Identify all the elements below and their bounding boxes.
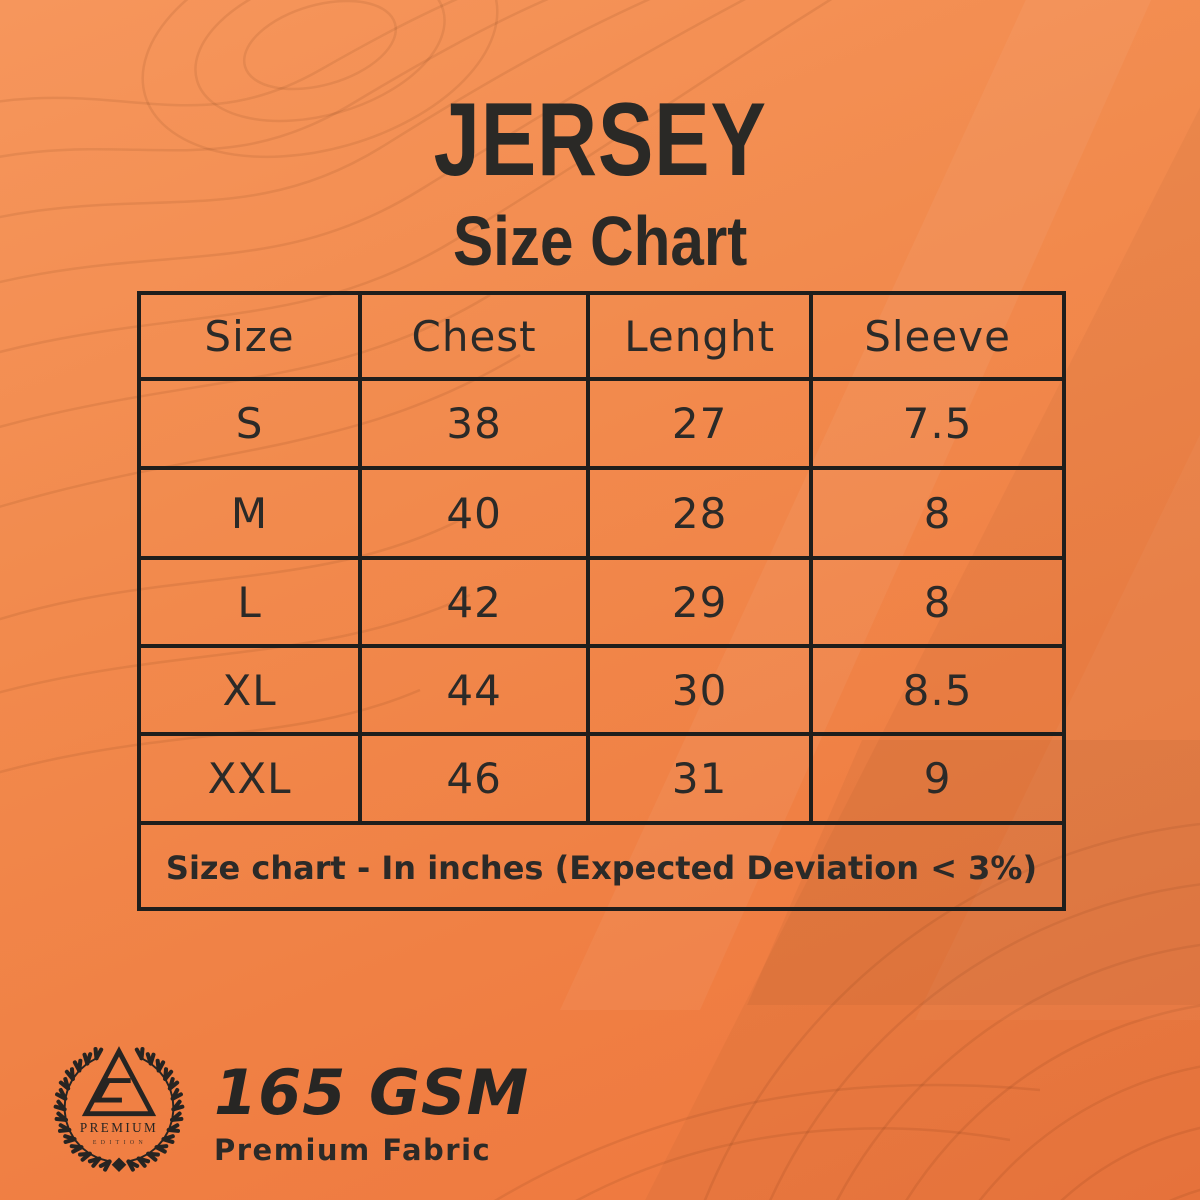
table-note: Size chart - In inches (Expected Deviati… xyxy=(165,849,1038,887)
table-cell: 31 xyxy=(590,736,814,825)
table-cell: 9 xyxy=(813,736,1062,825)
diamond-icon xyxy=(111,1157,127,1173)
table-cell: L xyxy=(141,560,363,648)
fabric-weight: 165 GSM xyxy=(214,1056,530,1129)
table-cell: XXL xyxy=(141,736,363,825)
table-cell: 44 xyxy=(362,648,591,736)
table-cell: 8 xyxy=(813,470,1062,560)
table-cell: 8 xyxy=(813,560,1062,648)
brand-footer: PREMIUM EDITION 165 GSM Premium Fabric xyxy=(46,1028,529,1174)
table-cell: 38 xyxy=(362,381,591,470)
badge-premium-text: PREMIUM xyxy=(80,1120,158,1135)
table-cell: XL xyxy=(141,648,363,736)
premium-badge-icon: PREMIUM EDITION xyxy=(53,1046,185,1173)
table-cell: 7.5 xyxy=(813,381,1062,470)
badge-edition-text: EDITION xyxy=(93,1140,147,1146)
column-header-size: Size xyxy=(141,295,363,381)
column-header-length: Lenght xyxy=(590,295,814,381)
monogram-watermark xyxy=(560,0,1152,1010)
table-cell: 46 xyxy=(362,736,591,825)
topo-contours-bottom-right xyxy=(494,822,1200,1200)
table-cell: 28 xyxy=(590,470,814,560)
table-cell: 8.5 xyxy=(813,648,1062,736)
table-cell: S xyxy=(141,381,363,470)
table-cell: M xyxy=(141,470,363,560)
page-subtitle: Size Chart xyxy=(452,202,748,280)
header: JERSEY Size Chart xyxy=(0,88,1200,276)
table-cell: 27 xyxy=(590,381,814,470)
fabric-label: Premium Fabric xyxy=(214,1133,492,1167)
column-header-sleeve: Sleeve xyxy=(813,295,1062,381)
size-table: Size Chest Lenght Sleeve S 38 27 7.5 M 4… xyxy=(137,291,1066,911)
triangle-monogram-icon xyxy=(81,1046,157,1117)
table-cell: 42 xyxy=(362,560,591,648)
fabric-info: 165 GSM Premium Fabric xyxy=(214,1062,529,1165)
page-title: JERSEY xyxy=(433,82,767,198)
column-header-chest: Chest xyxy=(362,295,591,381)
table-cell: 29 xyxy=(590,560,814,648)
table-cell: 30 xyxy=(590,648,814,736)
topo-contours-top-left xyxy=(0,0,833,774)
table-cell: 40 xyxy=(362,470,591,560)
